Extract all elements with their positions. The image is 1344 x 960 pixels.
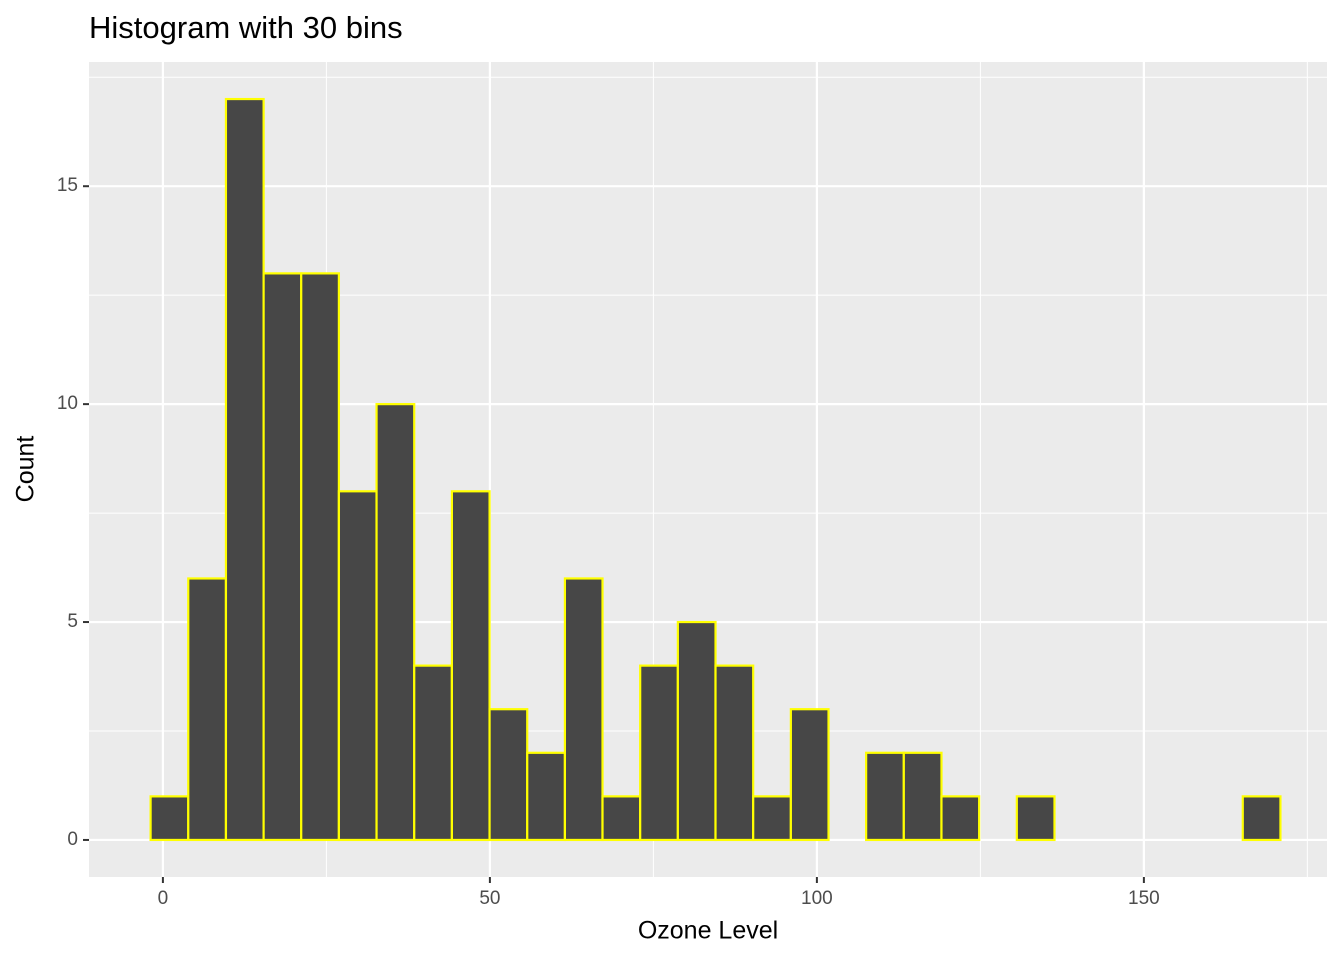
bar (488, 708, 529, 842)
y-tick-label: 10 (57, 393, 78, 414)
bar (601, 795, 642, 842)
bar (1015, 795, 1056, 842)
x-tick-label: 100 (801, 888, 833, 909)
bar (865, 751, 905, 842)
y-axis-label: Count (12, 436, 40, 503)
bar (563, 577, 604, 842)
x-axis-label: Ozone Level (638, 917, 778, 945)
bar (789, 708, 830, 842)
y-tick-label: 0 (67, 829, 78, 850)
bar (940, 795, 981, 842)
bar (262, 272, 303, 842)
y-tick-label: 15 (57, 175, 78, 196)
bar (676, 620, 717, 842)
bar (714, 664, 755, 842)
bar (1241, 795, 1282, 842)
x-tick-label: 50 (479, 888, 500, 909)
bar (752, 795, 792, 842)
y-tick-label: 5 (67, 611, 78, 632)
bar (224, 97, 265, 842)
chart-title: Histogram with 30 bins (89, 10, 403, 45)
bar (902, 751, 943, 842)
bar (149, 795, 190, 842)
bar (337, 490, 378, 842)
bar (413, 664, 453, 842)
x-tick-label: 150 (1128, 888, 1160, 909)
x-tick-label: 0 (158, 888, 169, 909)
bar (300, 272, 340, 842)
bar (526, 751, 567, 842)
bar (187, 577, 228, 842)
bar (450, 490, 491, 842)
bar (375, 403, 416, 842)
bar (639, 664, 679, 842)
